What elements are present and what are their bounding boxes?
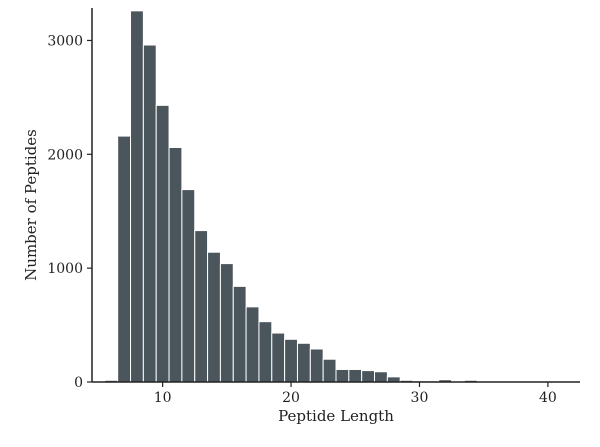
bar-length-22	[309, 348, 324, 383]
bar-length-8	[130, 10, 144, 383]
y-tick-label: 2000	[47, 147, 83, 163]
x-tick-label: 10	[154, 390, 172, 406]
bar-length-16	[232, 285, 247, 383]
bar-length-13	[194, 230, 209, 383]
bar-length-10	[155, 104, 170, 383]
bar-length-9	[142, 44, 157, 383]
bar-length-28	[386, 376, 401, 383]
y-axis-title: Number of Peptides	[22, 129, 40, 281]
x-tick-label: 40	[539, 390, 557, 406]
x-tick-label: 20	[282, 390, 300, 406]
y-axis-ticks: 0 1000 2000 3000	[47, 33, 92, 391]
x-axis-title: Peptide Length	[278, 407, 394, 425]
bar-length-19	[271, 332, 286, 383]
bars-group	[104, 10, 555, 383]
bar-length-14	[207, 251, 221, 383]
x-tick-label: 30	[411, 390, 429, 406]
bar-length-26	[361, 370, 376, 383]
y-tick-label: 0	[74, 375, 83, 391]
bar-length-27	[374, 371, 388, 383]
y-tick-label: 1000	[47, 261, 83, 277]
bar-length-17	[245, 306, 260, 383]
bar-length-11	[168, 146, 183, 383]
bar-length-24	[335, 368, 350, 383]
bar-length-21	[296, 342, 311, 383]
bar-length-15	[219, 263, 234, 383]
y-tick-label: 3000	[47, 33, 83, 49]
bar-length-12	[181, 189, 196, 383]
bar-length-18	[258, 321, 273, 383]
bar-length-20	[284, 338, 298, 383]
x-axis-ticks: 10 20 30 40	[154, 382, 557, 406]
bar-length-25	[348, 368, 363, 383]
bar-length-23	[322, 358, 337, 383]
bar-length-7	[117, 135, 132, 383]
